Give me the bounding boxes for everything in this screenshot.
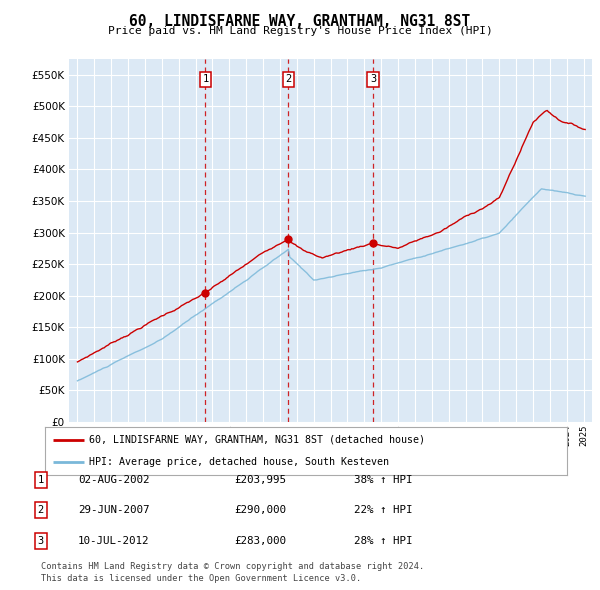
- Text: 3: 3: [370, 74, 376, 84]
- Text: 29-JUN-2007: 29-JUN-2007: [78, 506, 149, 515]
- Text: 1: 1: [38, 475, 44, 484]
- Text: 22% ↑ HPI: 22% ↑ HPI: [354, 506, 413, 515]
- Text: £203,995: £203,995: [234, 475, 286, 484]
- Text: Contains HM Land Registry data © Crown copyright and database right 2024.: Contains HM Land Registry data © Crown c…: [41, 562, 424, 571]
- Text: 60, LINDISFARNE WAY, GRANTHAM, NG31 8ST (detached house): 60, LINDISFARNE WAY, GRANTHAM, NG31 8ST …: [89, 435, 425, 445]
- Text: £290,000: £290,000: [234, 506, 286, 515]
- Text: 10-JUL-2012: 10-JUL-2012: [78, 536, 149, 546]
- Text: Price paid vs. HM Land Registry's House Price Index (HPI): Price paid vs. HM Land Registry's House …: [107, 26, 493, 36]
- Text: This data is licensed under the Open Government Licence v3.0.: This data is licensed under the Open Gov…: [41, 574, 361, 583]
- Text: 02-AUG-2002: 02-AUG-2002: [78, 475, 149, 484]
- Text: 2: 2: [38, 506, 44, 515]
- Text: 1: 1: [202, 74, 208, 84]
- Text: 60, LINDISFARNE WAY, GRANTHAM, NG31 8ST: 60, LINDISFARNE WAY, GRANTHAM, NG31 8ST: [130, 14, 470, 29]
- Text: 38% ↑ HPI: 38% ↑ HPI: [354, 475, 413, 484]
- Text: 3: 3: [38, 536, 44, 546]
- Text: 2: 2: [285, 74, 292, 84]
- Text: 28% ↑ HPI: 28% ↑ HPI: [354, 536, 413, 546]
- Text: £283,000: £283,000: [234, 536, 286, 546]
- Text: HPI: Average price, detached house, South Kesteven: HPI: Average price, detached house, Sout…: [89, 457, 389, 467]
